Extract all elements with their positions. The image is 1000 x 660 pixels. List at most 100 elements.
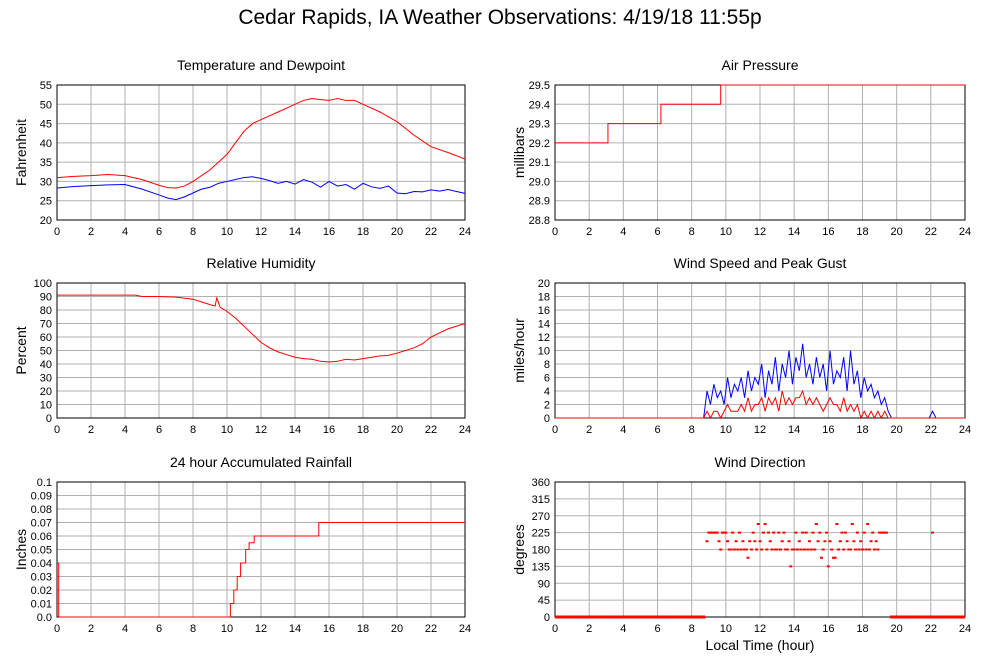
winddir-point	[772, 531, 776, 534]
winddir-point	[789, 565, 793, 568]
winddir-point	[842, 548, 846, 551]
pressure-xtick-label: 4	[620, 226, 626, 238]
humidity-ylabel: Percent	[13, 326, 29, 374]
winddir-point	[871, 531, 875, 534]
rain-ytick-label: 0.05	[31, 545, 52, 557]
winddir-point	[796, 548, 800, 551]
rain-xtick-label: 2	[88, 623, 94, 635]
winddir-point	[821, 548, 825, 551]
temp-xtick-label: 6	[156, 226, 162, 238]
rain-ytick-label: 0.09	[31, 491, 52, 503]
winddir-point	[814, 523, 818, 525]
winddir-point	[850, 523, 854, 525]
humidity-frame	[56, 282, 466, 419]
rain-xtick-label: 8	[190, 623, 196, 635]
wind-title: Wind Speed and Peak Gust	[674, 255, 847, 271]
winddir-point	[736, 548, 740, 551]
temp-series-blue-line	[56, 176, 466, 201]
winddir-point	[837, 548, 841, 551]
humidity-ytick-label: 0	[46, 413, 52, 425]
winddir-point	[874, 540, 878, 543]
winddir-xtick-label: 16	[822, 623, 834, 635]
winddir-point	[782, 531, 786, 534]
winddir-point	[717, 540, 721, 543]
pressure-xtick-label: 18	[856, 226, 868, 238]
winddir-point	[862, 531, 866, 534]
humidity-ytick-label: 10	[40, 400, 52, 412]
pressure-ytick-label: 28.8	[529, 215, 550, 227]
pressure-xtick-label: 2	[586, 226, 592, 238]
winddir-point	[773, 548, 777, 551]
winddir-point	[884, 531, 888, 534]
wind-xtick-label: 0	[552, 424, 558, 436]
wind-ytick-label: 8	[544, 359, 550, 371]
wind-xtick-label: 18	[856, 424, 868, 436]
humidity-xtick-label: 22	[425, 424, 437, 436]
winddir-ytick-label: 90	[538, 578, 550, 590]
pressure-ytick-label: 29.2	[529, 138, 550, 150]
pressure-xtick-label: 24	[959, 226, 971, 238]
wind-ytick-label: 4	[544, 386, 550, 398]
winddir-point	[883, 531, 887, 534]
wind-xtick-label: 12	[754, 424, 766, 436]
winddir-point	[779, 548, 782, 551]
humidity-ytick-label: 80	[40, 305, 52, 317]
rain-ytick-label: 0.02	[31, 585, 52, 597]
temp-xtick-label: 22	[425, 226, 437, 238]
winddir-point	[843, 531, 847, 534]
winddir-point	[722, 531, 726, 534]
winddir-point	[801, 531, 805, 534]
winddir-point	[760, 548, 764, 551]
winddir-point	[785, 548, 789, 551]
winddir-point	[729, 548, 733, 551]
wind-ytick-label: 12	[538, 332, 550, 344]
winddir-xtick-label: 20	[891, 623, 903, 635]
winddir-ytick-label: 0	[544, 612, 550, 624]
winddir-chart: Wind Direction degrees Local Time (hour) 0 2…	[511, 454, 971, 653]
temp-xtick-label: 16	[323, 226, 335, 238]
humidity-ytick-label: 100	[34, 278, 52, 290]
winddir-point	[708, 531, 712, 534]
winddir-point	[724, 531, 728, 534]
humidity-xtick-label: 24	[459, 424, 471, 436]
rain-ytick-label: 0.06	[31, 531, 52, 543]
winddir-point	[751, 531, 755, 534]
winddir-point	[849, 548, 853, 551]
pressure-ytick-label: 29.1	[529, 157, 550, 169]
rain-ytick-label: 0.01	[31, 599, 52, 611]
pressure-xtick-label: 14	[788, 226, 800, 238]
humidity-xtick-label: 14	[289, 424, 301, 436]
humidity-xtick-label: 4	[122, 424, 128, 436]
winddir-ytick-label: 135	[532, 561, 550, 573]
winddir-point	[712, 531, 716, 534]
winddir-point	[811, 531, 815, 534]
winddir-point	[820, 556, 823, 559]
humidity-ytick-label: 60	[40, 332, 52, 344]
winddir-point	[806, 548, 810, 551]
pressure-xtick-label: 16	[822, 226, 834, 238]
winddir-point	[799, 548, 803, 551]
temp-ytick-label: 55	[40, 80, 52, 92]
rain-ytick-label: 0.0	[37, 612, 52, 624]
winddir-xtick-label: 22	[925, 623, 937, 635]
pressure-ytick-label: 29.4	[529, 99, 550, 111]
wind-xtick-label: 20	[891, 424, 903, 436]
winddir-point	[809, 548, 813, 551]
temp-xtick-label: 14	[289, 226, 301, 238]
wind-ylabel: miles/hour	[511, 318, 527, 383]
humidity-xtick-label: 18	[357, 424, 369, 436]
humidity-ytick-label: 50	[40, 346, 52, 358]
winddir-point	[847, 548, 851, 551]
wind-xtick-label: 6	[654, 424, 660, 436]
winddir-xtick-label: 14	[788, 623, 800, 635]
winddir-point	[734, 540, 738, 543]
pressure-ytick-label: 29.3	[529, 119, 550, 131]
temp-ytick-label: 35	[40, 157, 52, 169]
winddir-point	[797, 540, 801, 543]
winddir-ytick-label: 180	[532, 545, 550, 557]
winddir-point	[765, 548, 769, 551]
winddir-point	[828, 540, 832, 543]
winddir-point	[743, 548, 747, 551]
